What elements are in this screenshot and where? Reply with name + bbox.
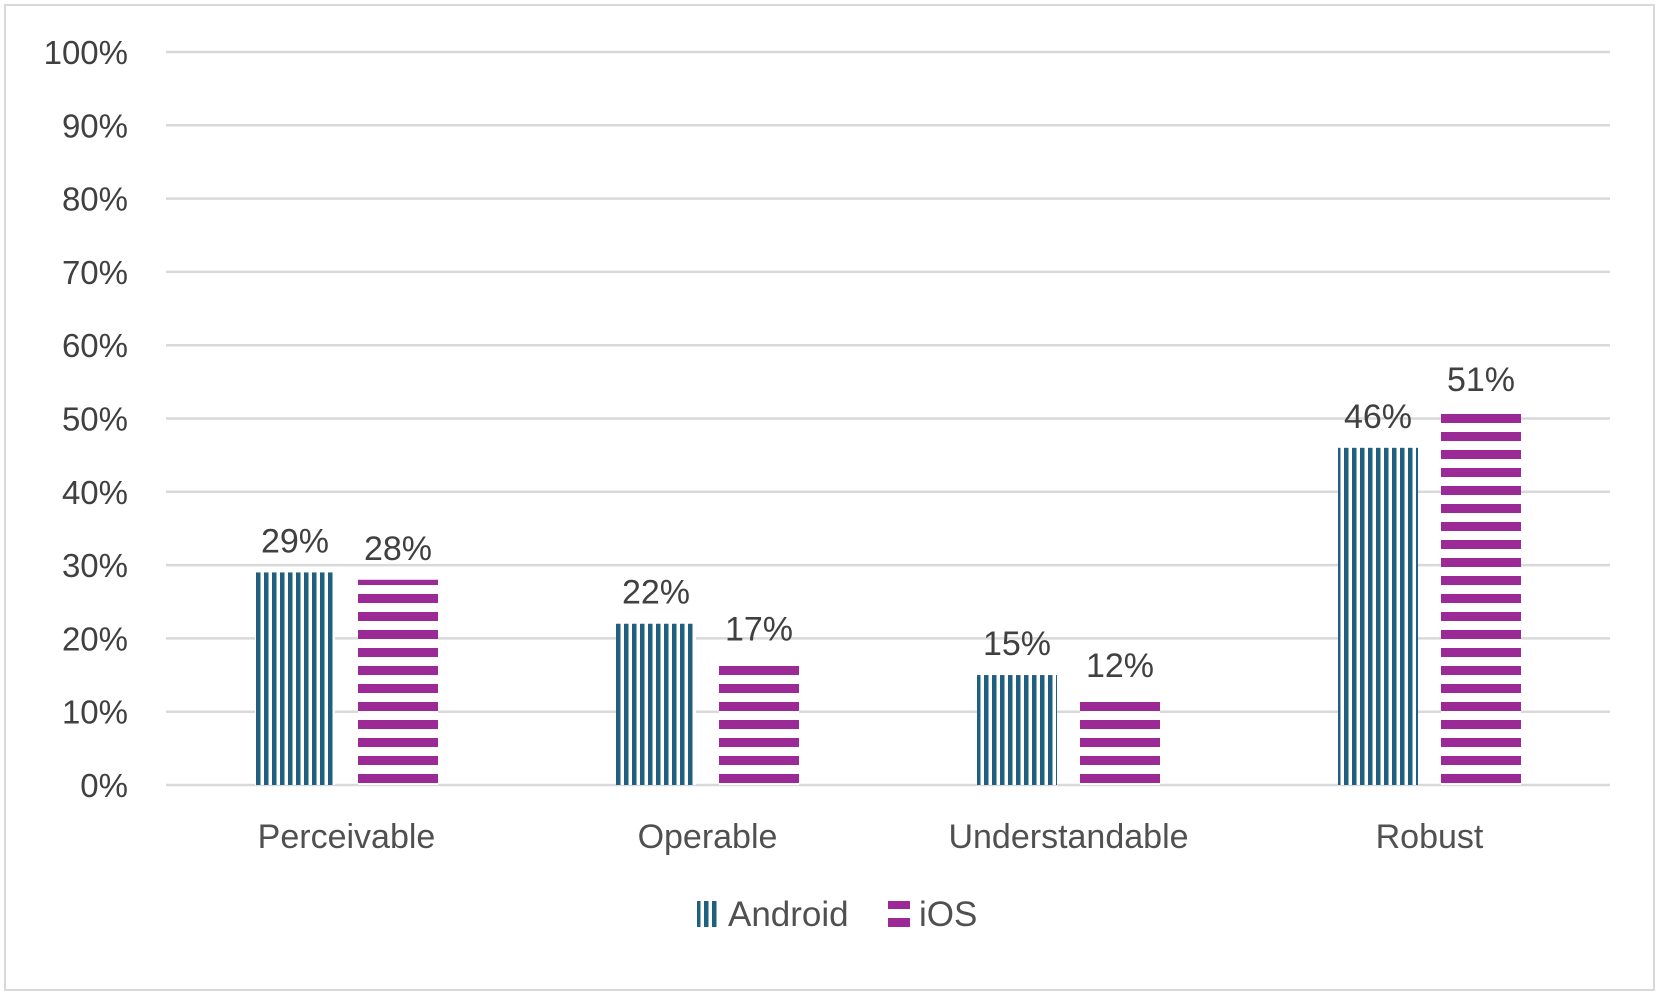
y-tick-label: 80% bbox=[62, 181, 128, 218]
bar-android-understandable bbox=[977, 675, 1057, 785]
y-tick-label: 100% bbox=[44, 34, 128, 71]
legend-swatch-ios bbox=[888, 901, 910, 927]
bar-android-robust bbox=[1338, 447, 1418, 785]
legend: Android iOS bbox=[697, 895, 977, 934]
data-label: 29% bbox=[261, 522, 329, 560]
x-category-label: Understandable bbox=[948, 818, 1188, 856]
data-label: 28% bbox=[364, 530, 432, 568]
data-label: 51% bbox=[1447, 361, 1515, 399]
category-labels: Perceivable Operable Understandable Robust bbox=[258, 818, 1484, 856]
bars bbox=[255, 411, 1521, 785]
y-tick-label: 40% bbox=[62, 474, 128, 511]
bar-android-perceivable bbox=[255, 572, 335, 785]
legend-label-android: Android bbox=[728, 895, 849, 934]
legend-swatch-android bbox=[697, 901, 719, 927]
y-tick-label: 70% bbox=[62, 254, 128, 291]
y-tick-label: 20% bbox=[62, 620, 128, 657]
y-tick-label: 0% bbox=[80, 767, 128, 804]
bar-android-operable bbox=[616, 623, 696, 785]
y-tick-label: 60% bbox=[62, 327, 128, 364]
data-labels: 29% 28% 22% 17% 15% 12% 46% 51% bbox=[261, 361, 1515, 685]
bar-ios-perceivable bbox=[358, 579, 438, 785]
y-tick-label: 10% bbox=[62, 694, 128, 731]
legend-label-ios: iOS bbox=[919, 895, 977, 934]
data-label: 12% bbox=[1086, 647, 1154, 685]
y-tick-label: 90% bbox=[62, 107, 128, 144]
y-tick-label: 30% bbox=[62, 547, 128, 584]
bar-ios-understandable bbox=[1080, 697, 1160, 785]
x-category-label: Operable bbox=[638, 818, 778, 856]
bar-ios-robust bbox=[1441, 411, 1521, 785]
x-category-label: Robust bbox=[1376, 818, 1484, 856]
data-label: 17% bbox=[725, 610, 793, 648]
x-category-label: Perceivable bbox=[258, 818, 436, 856]
data-label: 15% bbox=[983, 625, 1051, 663]
y-tick-label: 50% bbox=[62, 401, 128, 438]
bar-ios-operable bbox=[719, 660, 799, 785]
y-axis-ticks: 0% 10% 20% 30% 40% 50% 60% 70% 80% 90% 100% bbox=[44, 34, 128, 804]
data-label: 46% bbox=[1344, 398, 1412, 436]
data-label: 22% bbox=[622, 574, 690, 612]
